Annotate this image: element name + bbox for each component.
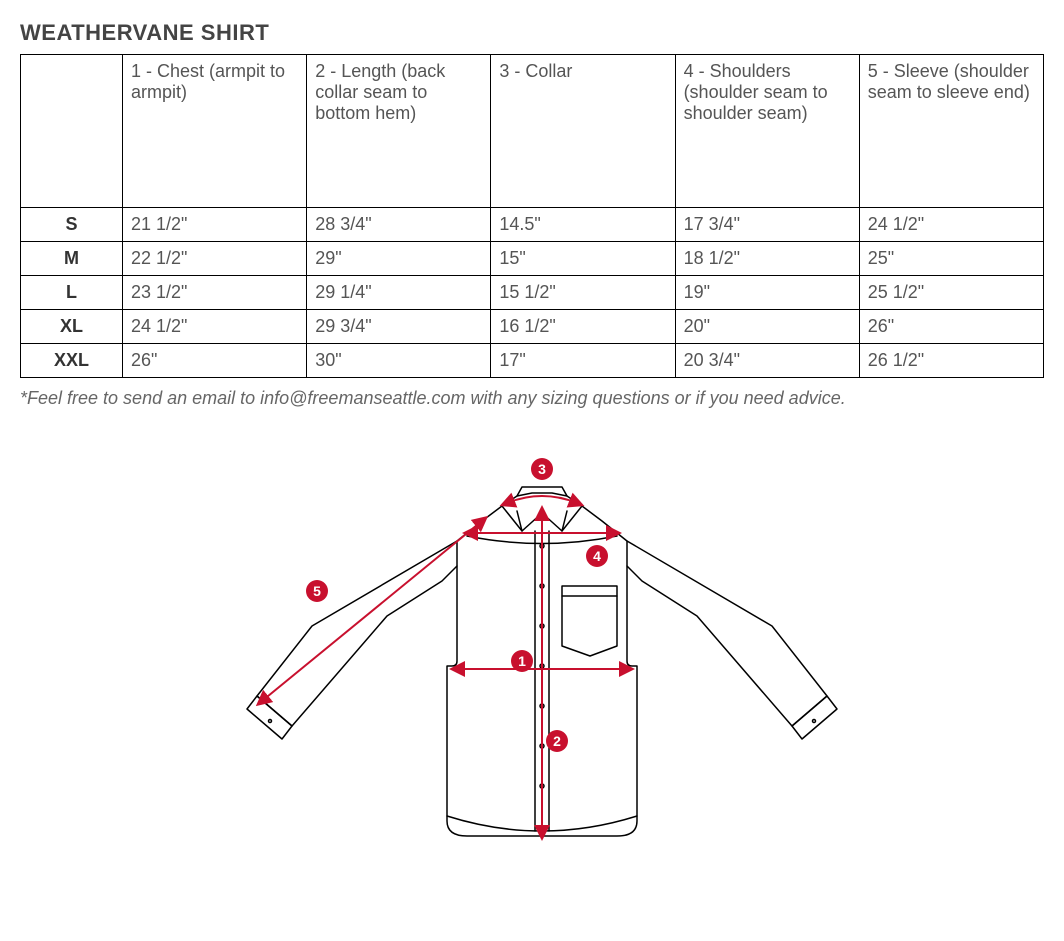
cell-length: 29 1/4" [307,276,491,310]
cell-length: 29" [307,242,491,276]
table-row: M 22 1/2" 29" 15" 18 1/2" 25" [21,242,1044,276]
cell-sleeve: 25 1/2" [859,276,1043,310]
cell-shoulders: 20 3/4" [675,344,859,378]
shirt-diagram-icon: 1 2 3 4 5 [222,451,842,851]
col-header-sleeve: 5 - Sleeve (shoulder seam to sleeve end) [859,55,1043,208]
cell-collar: 17" [491,344,675,378]
badge-chest: 1 [518,653,526,669]
badge-shoulders: 4 [593,548,601,564]
badge-length: 2 [553,733,561,749]
col-header-collar: 3 - Collar [491,55,675,208]
cell-shoulders: 18 1/2" [675,242,859,276]
badge-collar: 3 [538,461,546,477]
col-header-chest: 1 - Chest (armpit to armpit) [123,55,307,208]
col-header-size [21,55,123,208]
badge-sleeve: 5 [313,583,321,599]
table-row: XXL 26" 30" 17" 20 3/4" 26 1/2" [21,344,1044,378]
shirt-diagram-container: 1 2 3 4 5 [20,451,1044,851]
cell-collar: 14.5" [491,208,675,242]
cell-length: 29 3/4" [307,310,491,344]
size-table: 1 - Chest (armpit to armpit) 2 - Length … [20,54,1044,378]
cell-chest: 21 1/2" [123,208,307,242]
col-header-shoulders: 4 - Shoulders (shoulder seam to shoulder… [675,55,859,208]
footnote-text: *Feel free to send an email to info@free… [20,386,1044,411]
table-row: L 23 1/2" 29 1/4" 15 1/2" 19" 25 1/2" [21,276,1044,310]
cell-chest: 23 1/2" [123,276,307,310]
cell-sleeve: 26 1/2" [859,344,1043,378]
cell-collar: 16 1/2" [491,310,675,344]
cell-size: S [21,208,123,242]
cell-chest: 24 1/2" [123,310,307,344]
cell-size: M [21,242,123,276]
page-title: WEATHERVANE SHIRT [20,20,1044,46]
cell-shoulders: 20" [675,310,859,344]
cell-size: XXL [21,344,123,378]
cell-size: L [21,276,123,310]
cell-length: 30" [307,344,491,378]
table-row: XL 24 1/2" 29 3/4" 16 1/2" 20" 26" [21,310,1044,344]
cell-length: 28 3/4" [307,208,491,242]
cell-shoulders: 19" [675,276,859,310]
col-header-length: 2 - Length (back collar seam to bottom h… [307,55,491,208]
cell-chest: 26" [123,344,307,378]
cell-size: XL [21,310,123,344]
cell-shoulders: 17 3/4" [675,208,859,242]
cell-sleeve: 26" [859,310,1043,344]
table-header-row: 1 - Chest (armpit to armpit) 2 - Length … [21,55,1044,208]
cell-chest: 22 1/2" [123,242,307,276]
table-row: S 21 1/2" 28 3/4" 14.5" 17 3/4" 24 1/2" [21,208,1044,242]
cell-sleeve: 25" [859,242,1043,276]
cell-sleeve: 24 1/2" [859,208,1043,242]
cell-collar: 15 1/2" [491,276,675,310]
cell-collar: 15" [491,242,675,276]
